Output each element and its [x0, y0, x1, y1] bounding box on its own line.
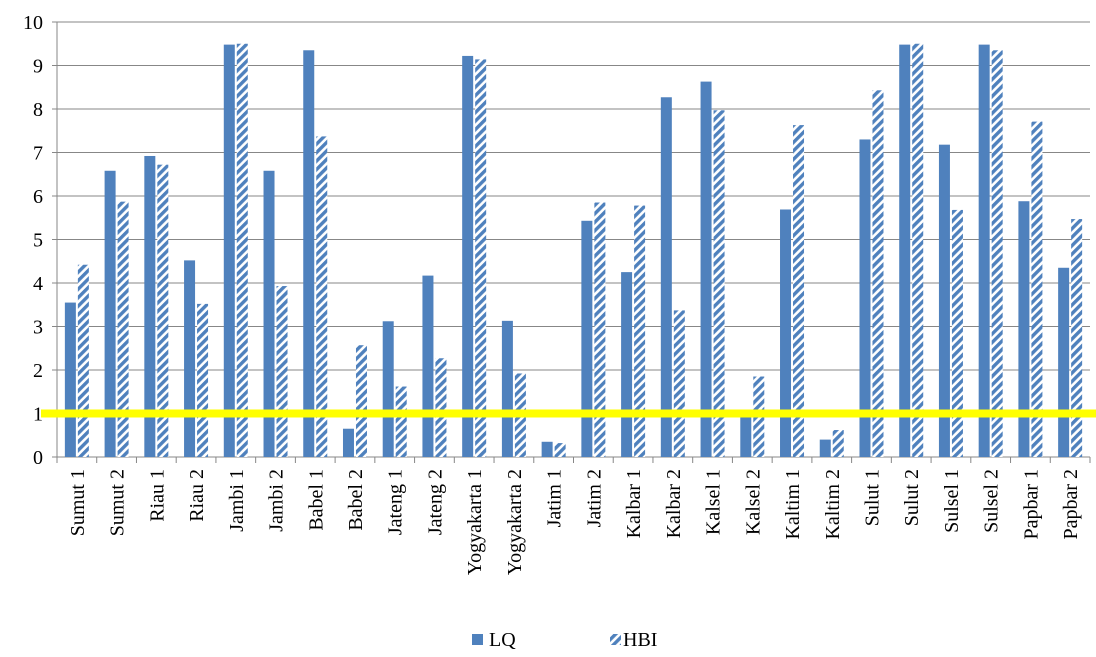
bar-lq-sulut-2 — [899, 44, 911, 458]
bar-lq-sumut-2 — [104, 170, 116, 457]
bar-lq-sulsel-2 — [978, 44, 990, 458]
y-tick-label: 5 — [33, 230, 43, 252]
x-category-label: Sulut 1 — [861, 469, 883, 526]
bar-hbi-kaltim-1 — [793, 125, 805, 457]
bar-hbi-sulut-1 — [872, 90, 884, 458]
x-category-label: Kalbar 2 — [663, 469, 685, 538]
x-category-label: Jambi 2 — [266, 469, 288, 532]
y-tick-label: 3 — [33, 317, 43, 339]
y-tick-label: 0 — [33, 447, 43, 469]
bar-hbi-riau-1 — [157, 164, 169, 457]
x-category-label: Kaltim 1 — [782, 469, 804, 540]
y-tick-label: 2 — [33, 360, 43, 382]
bar-hbi-riau-2 — [197, 303, 209, 457]
gridlines — [57, 21, 1090, 414]
x-category-label: Babel 1 — [305, 469, 327, 531]
bar-hbi-sulsel-1 — [951, 209, 963, 457]
x-category-label: Jateng 1 — [385, 469, 407, 535]
bar-lq-kalbar-2 — [660, 97, 672, 457]
x-category-label: Sulsel 1 — [941, 469, 963, 533]
bar-lq-papbar-1 — [1018, 201, 1030, 457]
y-tick-label: 8 — [33, 99, 43, 121]
x-category-label: Sumut 2 — [107, 469, 129, 536]
bar-lq-jateng-1 — [382, 321, 394, 457]
x-category-label: Kalsel 1 — [703, 469, 725, 535]
bar-hbi-jateng-1 — [395, 386, 407, 457]
bar-hbi-kalsel-1 — [713, 110, 725, 458]
x-category-label: Papbar 1 — [1020, 469, 1042, 540]
bar-hbi-jambi-1 — [236, 43, 248, 457]
x-category-label: Riau 2 — [186, 469, 208, 522]
bar-hbi-kalbar-1 — [634, 205, 646, 457]
y-tick-label: 1 — [33, 404, 43, 426]
y-tick-label: 9 — [33, 56, 43, 78]
y-tick-label: 4 — [33, 273, 43, 295]
bar-lq-babel-1 — [303, 50, 315, 458]
bar-hbi-sulsel-2 — [991, 50, 1003, 458]
bar-hbi-sumut-1 — [77, 264, 89, 457]
x-category-label: Sulut 2 — [901, 469, 923, 526]
bar-hbi-jateng-2 — [435, 358, 447, 457]
bar-lq-jatim-1 — [541, 441, 553, 457]
bar-lq-riau-2 — [184, 260, 196, 457]
x-category-label: Sumut 1 — [67, 469, 89, 536]
x-category-label: Papbar 2 — [1060, 469, 1082, 540]
bar-lq-babel-2 — [342, 428, 354, 457]
x-category-label: Kalbar 1 — [623, 469, 645, 538]
bar-lq-yogyakarta-2 — [501, 320, 513, 457]
x-category-label: Jatim 1 — [544, 469, 566, 527]
x-category-label: Sulsel 2 — [981, 469, 1003, 533]
bar-hbi-papbar-1 — [1031, 121, 1043, 458]
bar-hbi-kalbar-2 — [673, 310, 685, 457]
x-category-label: Kaltim 2 — [822, 469, 844, 540]
legend-label-lq: LQ — [489, 629, 516, 651]
legend-swatch-hbi — [610, 634, 621, 645]
bar-lq-kalbar-1 — [621, 272, 633, 457]
x-category-label: Jambi 1 — [226, 469, 248, 532]
y-tick-label: 7 — [33, 143, 43, 165]
bar-lq-kaltim-2 — [819, 439, 831, 457]
bar-lq-yogyakarta-1 — [462, 55, 474, 458]
x-category-label: Riau 1 — [146, 469, 168, 522]
x-category-label: Jatim 2 — [583, 469, 605, 527]
bar-lq-jambi-1 — [223, 44, 235, 458]
bar-lq-sulut-1 — [859, 139, 871, 457]
bars — [64, 43, 1083, 458]
bar-hbi-papbar-2 — [1071, 219, 1083, 457]
bar-hbi-yogyakarta-1 — [475, 59, 487, 457]
legend-label-hbi: HBI — [623, 629, 657, 651]
bar-lq-jambi-2 — [263, 170, 275, 457]
bar-hbi-sulut-2 — [912, 43, 924, 457]
bar-hbi-jatim-1 — [554, 443, 566, 457]
bar-lq-papbar-2 — [1058, 267, 1070, 457]
x-category-label: Babel 2 — [345, 469, 367, 531]
bar-lq-sumut-1 — [64, 302, 76, 457]
y-tick-label: 6 — [33, 186, 43, 208]
x-category-label: Kalsel 2 — [742, 469, 764, 535]
bar-lq-jateng-2 — [422, 275, 434, 457]
bar-lq-kalsel-1 — [700, 81, 712, 457]
x-category-label: Yogyakarta 2 — [504, 469, 526, 575]
bar-lq-sulsel-1 — [938, 144, 950, 458]
bar-lq-jatim-2 — [581, 220, 593, 457]
bar-hbi-jatim-2 — [594, 202, 606, 457]
bar-hbi-kaltim-2 — [832, 430, 844, 457]
bar-hbi-jambi-2 — [276, 286, 288, 457]
labels: 0 1 2 3 4 5 6 7 8 9 10 Sumut 1 Sumut 2 Riau 1 Riau 2 Ja… — [23, 12, 1082, 575]
bar-lq-riau-1 — [144, 155, 156, 458]
legend: LQ HBI — [472, 629, 657, 651]
bar-hbi-babel-1 — [316, 136, 328, 457]
bar-hbi-sumut-2 — [117, 201, 129, 457]
legend-swatch-lq — [472, 634, 483, 645]
bar-hbi-babel-2 — [355, 345, 367, 457]
x-category-label: Jateng 2 — [424, 469, 446, 535]
bar-lq-kalsel-2 — [740, 416, 752, 457]
x-category-label: Yogyakarta 1 — [464, 469, 486, 575]
bar-lq-kaltim-1 — [780, 209, 792, 457]
y-tick-label: 10 — [23, 12, 43, 34]
